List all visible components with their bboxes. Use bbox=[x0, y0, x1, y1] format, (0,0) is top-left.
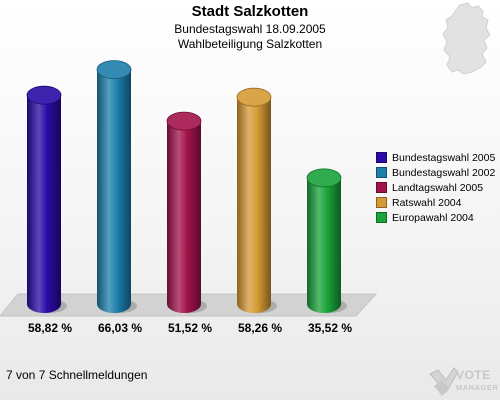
bar-top bbox=[26, 85, 62, 105]
germany-map-icon bbox=[442, 2, 491, 75]
bar bbox=[167, 121, 201, 313]
chart-subtitle-election: Bundestagswahl 18.09.2005 bbox=[174, 22, 326, 36]
bar bbox=[237, 97, 271, 313]
legend-label: Bundestagswahl 2005 bbox=[392, 151, 496, 164]
legend-label: Europawahl 2004 bbox=[392, 211, 474, 224]
legend-item: Bundestagswahl 2002 bbox=[376, 165, 500, 180]
logo-text-vote: VOTE bbox=[456, 368, 491, 382]
chart-title: Stadt Salzkotten bbox=[191, 3, 309, 20]
bar-value-label: 35,52 % bbox=[308, 321, 352, 335]
bar-top bbox=[166, 111, 202, 131]
bar bbox=[27, 95, 61, 314]
bar-value-label: 51,52 % bbox=[168, 321, 212, 335]
legend-item: Ratswahl 2004 bbox=[376, 195, 500, 210]
legend-label: Bundestagswahl 2002 bbox=[392, 166, 496, 179]
bar-value-label: 58,82 % bbox=[28, 321, 72, 335]
logo-text-manager: MANAGER bbox=[456, 383, 499, 392]
legend-swatch bbox=[376, 152, 387, 163]
legend-swatch bbox=[376, 167, 387, 178]
legend-item: Europawahl 2004 bbox=[376, 210, 500, 225]
legend-item: Bundestagswahl 2005 bbox=[376, 150, 500, 165]
legend-swatch bbox=[376, 212, 387, 223]
legend-item: Landtagswahl 2005 bbox=[376, 180, 500, 195]
legend-swatch bbox=[376, 182, 387, 193]
legend-label: Landtagswahl 2005 bbox=[392, 181, 484, 194]
footer-status: 7 von 7 Schnellmeldungen bbox=[6, 368, 148, 382]
chart-legend: Bundestagswahl 2005 Bundestagswahl 2002 … bbox=[376, 150, 500, 225]
bar-top bbox=[306, 168, 342, 188]
bar-value-label: 66,03 % bbox=[98, 321, 142, 335]
chart-subtitle-topic: Wahlbeteiligung Salzkotten bbox=[177, 37, 323, 51]
bar-top bbox=[236, 87, 272, 107]
legend-label: Ratswahl 2004 bbox=[392, 196, 462, 209]
bar bbox=[307, 177, 341, 313]
legend-swatch bbox=[376, 197, 387, 208]
vote-manager-logo bbox=[429, 367, 459, 396]
bar-value-label: 58,26 % bbox=[238, 321, 282, 335]
bar-top bbox=[96, 60, 132, 79]
bar bbox=[97, 69, 131, 313]
